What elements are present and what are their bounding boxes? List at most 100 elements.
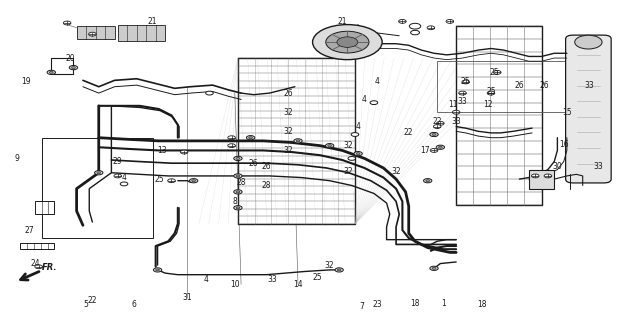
Circle shape xyxy=(89,32,96,36)
Text: 32: 32 xyxy=(344,167,353,176)
Circle shape xyxy=(436,145,444,149)
Text: 33: 33 xyxy=(451,117,461,126)
Bar xyxy=(42,138,153,238)
Text: 4: 4 xyxy=(204,275,209,284)
Circle shape xyxy=(411,30,420,35)
Text: 4: 4 xyxy=(122,173,127,182)
Circle shape xyxy=(453,110,460,114)
Circle shape xyxy=(426,180,430,182)
Text: 4: 4 xyxy=(356,122,361,131)
Text: 12: 12 xyxy=(483,100,493,109)
Circle shape xyxy=(236,157,240,159)
Circle shape xyxy=(446,20,454,23)
Text: 25: 25 xyxy=(312,273,322,282)
Text: 28: 28 xyxy=(236,178,246,187)
Circle shape xyxy=(63,21,71,25)
Circle shape xyxy=(180,150,188,154)
Text: 20: 20 xyxy=(65,53,75,62)
Circle shape xyxy=(432,133,436,135)
Text: 9: 9 xyxy=(14,154,19,163)
Text: 22: 22 xyxy=(87,296,97,305)
Circle shape xyxy=(326,31,369,53)
FancyBboxPatch shape xyxy=(566,35,611,183)
Text: 32: 32 xyxy=(344,141,353,150)
Circle shape xyxy=(236,191,240,193)
Circle shape xyxy=(424,179,432,183)
Circle shape xyxy=(205,91,213,95)
Text: 26: 26 xyxy=(249,159,259,168)
Text: 7: 7 xyxy=(359,302,364,311)
Text: 11: 11 xyxy=(448,100,458,109)
Circle shape xyxy=(49,71,53,73)
Circle shape xyxy=(153,268,162,272)
Text: 4: 4 xyxy=(362,95,367,104)
Text: 25: 25 xyxy=(489,68,499,77)
Bar xyxy=(238,58,355,224)
Text: 18: 18 xyxy=(477,300,486,309)
Circle shape xyxy=(575,35,602,49)
Text: 33: 33 xyxy=(268,275,278,284)
Circle shape xyxy=(236,175,240,177)
Circle shape xyxy=(439,146,443,148)
Bar xyxy=(456,26,541,204)
Circle shape xyxy=(399,20,406,23)
Circle shape xyxy=(487,91,495,95)
Bar xyxy=(20,243,55,249)
Circle shape xyxy=(493,70,501,74)
Circle shape xyxy=(234,174,242,178)
Text: 13: 13 xyxy=(157,146,167,155)
Text: 33: 33 xyxy=(593,162,604,171)
Circle shape xyxy=(432,268,436,269)
Text: 21: 21 xyxy=(337,17,347,26)
Text: 25: 25 xyxy=(461,77,470,86)
Circle shape xyxy=(228,136,235,140)
Text: 5: 5 xyxy=(84,300,89,309)
Circle shape xyxy=(325,144,334,148)
Circle shape xyxy=(430,132,438,137)
Text: 26: 26 xyxy=(284,89,294,98)
Circle shape xyxy=(47,70,56,75)
Circle shape xyxy=(337,37,358,47)
Text: 6: 6 xyxy=(131,300,136,309)
Circle shape xyxy=(294,139,302,143)
Text: 21: 21 xyxy=(148,17,157,26)
Circle shape xyxy=(234,156,242,161)
Circle shape xyxy=(337,269,341,271)
Text: 4: 4 xyxy=(375,77,380,86)
Circle shape xyxy=(247,136,255,140)
Text: 26: 26 xyxy=(540,81,550,90)
Circle shape xyxy=(69,66,77,70)
Circle shape xyxy=(351,132,359,136)
Circle shape xyxy=(249,137,252,139)
Text: 33: 33 xyxy=(458,97,467,106)
Circle shape xyxy=(354,152,362,156)
Circle shape xyxy=(328,145,332,147)
Circle shape xyxy=(410,23,421,29)
Circle shape xyxy=(335,268,344,272)
Text: 22: 22 xyxy=(404,128,413,137)
Circle shape xyxy=(97,172,101,174)
Circle shape xyxy=(191,180,195,182)
Circle shape xyxy=(356,153,360,155)
Text: 10: 10 xyxy=(230,280,240,289)
Circle shape xyxy=(236,207,240,209)
Bar xyxy=(529,170,554,189)
Text: 32: 32 xyxy=(325,261,335,270)
Text: 28: 28 xyxy=(262,181,271,190)
Text: 32: 32 xyxy=(284,127,294,136)
Text: 29: 29 xyxy=(113,157,122,166)
Circle shape xyxy=(296,140,300,142)
Text: 18: 18 xyxy=(410,299,420,308)
Circle shape xyxy=(190,179,198,183)
Text: 16: 16 xyxy=(559,140,569,148)
Circle shape xyxy=(434,124,441,128)
Text: 14: 14 xyxy=(293,280,303,289)
Text: 22: 22 xyxy=(432,117,442,126)
Circle shape xyxy=(35,265,42,269)
Circle shape xyxy=(313,25,382,60)
Text: 25: 25 xyxy=(154,175,164,184)
Bar xyxy=(118,25,165,41)
Text: 32: 32 xyxy=(284,108,294,117)
Circle shape xyxy=(234,206,242,210)
Text: 27: 27 xyxy=(24,226,34,235)
